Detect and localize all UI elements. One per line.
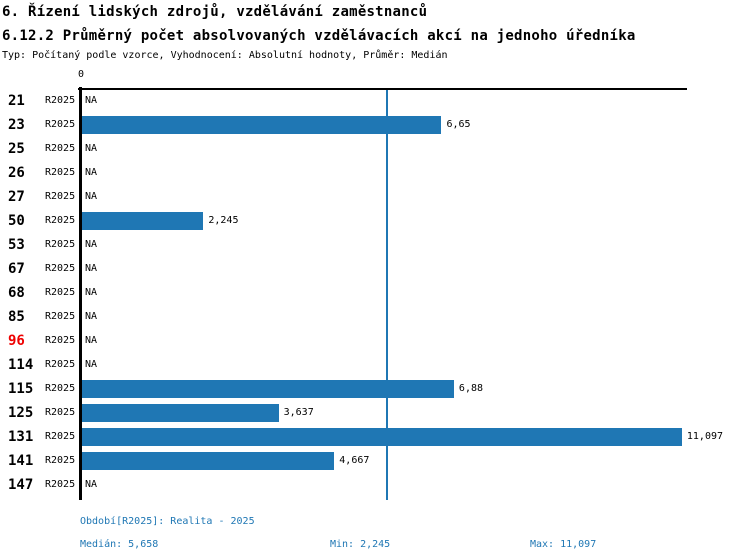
chart-row: 131 R2025 11,097 — [0, 425, 750, 449]
row-series-label: R2025 — [45, 431, 76, 442]
footer-median: Medián: 5,658 — [80, 539, 159, 550]
row-id-label: 50 — [8, 213, 25, 229]
row-value-label: NA — [85, 359, 98, 370]
row-bar — [82, 404, 279, 422]
row-id-label: 115 — [8, 381, 34, 397]
row-id-label: 85 — [8, 309, 25, 325]
row-value-label: NA — [85, 95, 98, 106]
row-series-label: R2025 — [45, 119, 76, 130]
row-id-label: 23 — [8, 117, 25, 133]
chart-row: 25 R2025 NA — [0, 137, 750, 161]
row-value-label: 3,637 — [283, 407, 314, 418]
row-series-label: R2025 — [45, 407, 76, 418]
row-id-label: 27 — [8, 189, 25, 205]
row-value-label: NA — [85, 191, 98, 202]
row-id-label: 21 — [8, 93, 25, 109]
row-value-label: NA — [85, 311, 98, 322]
row-bar — [82, 452, 335, 470]
row-id-label: 53 — [8, 237, 25, 253]
row-value-label: NA — [85, 335, 98, 346]
chart-row: 53 R2025 NA — [0, 233, 750, 257]
row-id-label: 96 — [8, 333, 25, 349]
median-line — [385, 89, 388, 500]
page-title: 6. Řízení lidských zdrojů, vzdělávání za… — [2, 4, 428, 20]
row-series-label: R2025 — [45, 335, 76, 346]
row-value-label: 2,245 — [208, 215, 239, 226]
row-series-label: R2025 — [45, 239, 76, 250]
axis-zero-tick-label: 0 — [77, 69, 85, 80]
chart-row: 114 R2025 NA — [0, 353, 750, 377]
row-id-label: 67 — [8, 261, 25, 277]
row-value-label: NA — [85, 143, 98, 154]
row-id-label: 147 — [8, 477, 34, 493]
row-id-label: 25 — [8, 141, 25, 157]
row-bar — [82, 380, 454, 398]
row-id-label: 114 — [8, 357, 34, 373]
plot-area: 21 R2025 NA 23 R2025 6,65 25 R2025 NA 26… — [0, 87, 750, 500]
row-value-label: 4,667 — [339, 455, 370, 466]
y-axis-line — [79, 87, 82, 500]
row-value-label: NA — [85, 263, 98, 274]
chart-row: 26 R2025 NA — [0, 161, 750, 185]
row-id-label: 131 — [8, 429, 34, 445]
chart-row: 50 R2025 2,245 — [0, 209, 750, 233]
row-value-label: NA — [85, 479, 98, 490]
row-id-label: 125 — [8, 405, 34, 421]
row-series-label: R2025 — [45, 311, 76, 322]
chart-row: 23 R2025 6,65 — [0, 113, 750, 137]
chart-row: 68 R2025 NA — [0, 281, 750, 305]
row-value-label: NA — [85, 287, 98, 298]
row-value-label: 11,097 — [686, 431, 724, 442]
row-bar — [82, 116, 442, 134]
chart-row: 125 R2025 3,637 — [0, 401, 750, 425]
row-series-label: R2025 — [45, 383, 76, 394]
row-value-label: NA — [85, 167, 98, 178]
row-series-label: R2025 — [45, 167, 76, 178]
x-axis-line — [78, 88, 687, 90]
footer-period: Období[R2025]: Realita - 2025 — [80, 516, 255, 527]
row-series-label: R2025 — [45, 215, 76, 226]
row-id-label: 26 — [8, 165, 25, 181]
row-series-label: R2025 — [45, 455, 76, 466]
row-bar — [82, 428, 682, 446]
chart-row: 141 R2025 4,667 — [0, 449, 750, 473]
row-series-label: R2025 — [45, 191, 76, 202]
chart-rows: 21 R2025 NA 23 R2025 6,65 25 R2025 NA 26… — [0, 89, 750, 497]
chart-row: 147 R2025 NA — [0, 473, 750, 497]
row-series-label: R2025 — [45, 359, 76, 370]
chart-row: 67 R2025 NA — [0, 257, 750, 281]
chart-row: 27 R2025 NA — [0, 185, 750, 209]
row-value-label: 6,88 — [458, 383, 484, 394]
row-bar — [82, 212, 204, 230]
row-series-label: R2025 — [45, 263, 76, 274]
row-series-label: R2025 — [45, 287, 76, 298]
chart-row: 96 R2025 NA — [0, 329, 750, 353]
chart-meta-line: Typ: Počítaný podle vzorce, Vyhodnocení:… — [2, 50, 448, 61]
row-id-label: 68 — [8, 285, 25, 301]
chart-row: 85 R2025 NA — [0, 305, 750, 329]
row-series-label: R2025 — [45, 143, 76, 154]
footer-min: Min: 2,245 — [330, 539, 391, 550]
footer-max: Max: 11,097 — [530, 539, 597, 550]
row-series-label: R2025 — [45, 479, 76, 490]
chart-row: 21 R2025 NA — [0, 89, 750, 113]
row-value-label: 6,65 — [446, 119, 471, 130]
row-series-label: R2025 — [45, 95, 76, 106]
row-value-label: NA — [85, 239, 98, 250]
row-id-label: 141 — [8, 453, 34, 469]
chart-row: 115 R2025 6,88 — [0, 377, 750, 401]
chart-title: 6.12.2 Průměrný počet absolvovaných vzdě… — [2, 28, 636, 44]
